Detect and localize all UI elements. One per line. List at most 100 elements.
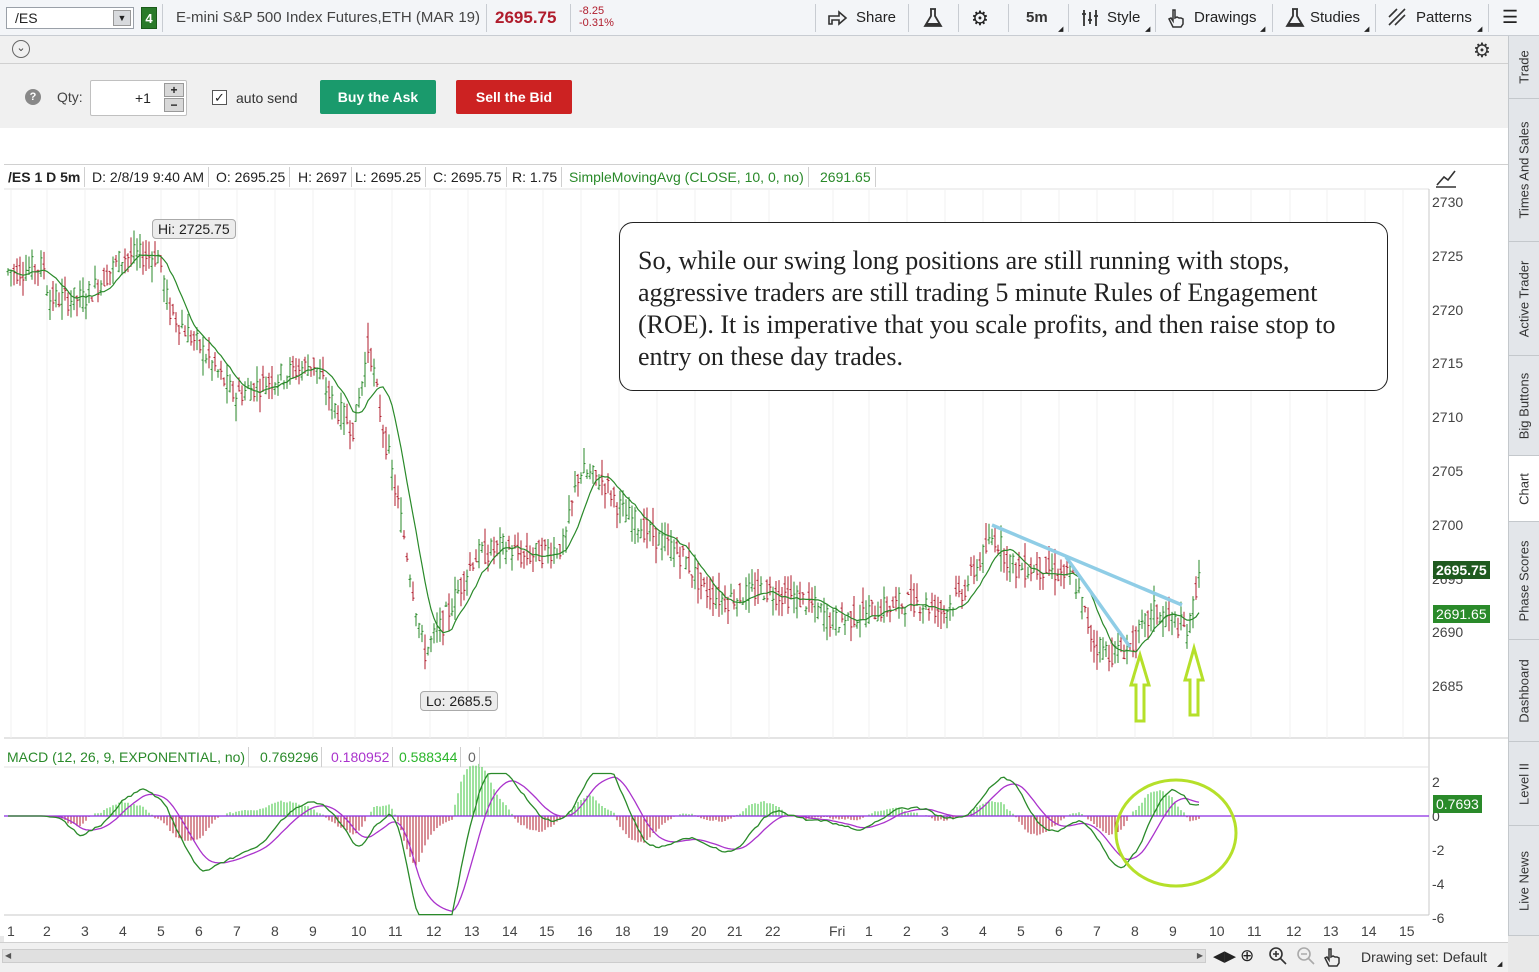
last-price-tag: 2695.75 xyxy=(1433,561,1490,579)
time-tick-label: 10 xyxy=(351,923,367,939)
crosshair-icon[interactable]: ⊕ xyxy=(1240,946,1255,965)
expand-horizontal-icon[interactable]: ◀▶ xyxy=(1213,948,1237,965)
tab-level-ii[interactable]: Level II xyxy=(1509,742,1539,826)
sell-the-bid-button[interactable]: Sell the Bid xyxy=(456,80,572,114)
time-tick-label: 6 xyxy=(1055,923,1063,939)
patterns-button[interactable]: Patterns xyxy=(1387,7,1472,32)
auto-send-label: auto send xyxy=(236,90,298,106)
share-button[interactable]: Share xyxy=(826,8,896,31)
time-tick-label: 20 xyxy=(691,923,707,939)
scroll-left-icon[interactable]: ◀ xyxy=(5,951,12,960)
macd-tick-label: -6 xyxy=(1432,910,1445,926)
dropdown-corner-icon: ◢ xyxy=(1497,961,1503,968)
tab-trade[interactable]: Trade xyxy=(1509,36,1539,99)
price-tick-label: 2710 xyxy=(1432,409,1464,426)
tab-active-trader[interactable]: Active Trader xyxy=(1509,242,1539,356)
time-tick-label: 21 xyxy=(727,923,743,939)
zoom-out-icon[interactable] xyxy=(1296,946,1316,969)
time-tick-label: 12 xyxy=(426,923,442,939)
tab-phase-scores[interactable]: Phase Scores xyxy=(1509,522,1539,640)
price-tick-label: 2700 xyxy=(1432,516,1464,533)
time-tick-label: 15 xyxy=(539,923,555,939)
tab-dashboard[interactable]: Dashboard xyxy=(1509,640,1539,742)
macd-line xyxy=(8,772,1200,916)
divider xyxy=(1375,4,1376,32)
horizontal-scrollbar[interactable]: ◀ ▶ xyxy=(2,949,1206,963)
gear-icon[interactable]: ⚙ xyxy=(1473,40,1491,62)
menu-list-icon[interactable]: ☰ xyxy=(1502,7,1519,27)
pan-hand-icon[interactable] xyxy=(1322,946,1342,971)
macd-tick-label: 2 xyxy=(1432,774,1440,790)
last-price: 2695.75 xyxy=(495,8,557,27)
time-tick-label: 8 xyxy=(1131,923,1139,939)
order-bar: ? Qty: +1 + − ✓ auto send Buy the Ask Se… xyxy=(0,64,1508,128)
qty-value: +1 xyxy=(135,90,151,106)
time-tick-label: Fri xyxy=(829,923,846,939)
annotation-textbox[interactable]: So, while our swing long positions are s… xyxy=(619,222,1388,391)
price-tick-label: 2730 xyxy=(1432,194,1464,210)
scroll-right-icon[interactable]: ▶ xyxy=(1196,951,1203,960)
macd-value: 0.769296 xyxy=(257,747,323,767)
chevron-down-icon[interactable]: ▼ xyxy=(113,10,131,26)
tab-live-news[interactable]: Live News xyxy=(1509,826,1539,936)
symbol-text: /ES xyxy=(15,10,38,26)
timeframe-button[interactable]: 5m xyxy=(1026,9,1048,26)
gear-icon[interactable]: ⚙ xyxy=(971,8,989,30)
divider xyxy=(908,4,909,32)
buy-the-ask-button[interactable]: Buy the Ask xyxy=(320,80,436,114)
time-tick-label: 16 xyxy=(577,923,593,939)
time-tick-label: 13 xyxy=(464,923,480,939)
style-icon xyxy=(1082,10,1098,26)
divider xyxy=(1068,4,1069,32)
sma-price-tag: 2691.65 xyxy=(1433,605,1490,623)
increment-button[interactable]: + xyxy=(164,83,184,97)
time-tick-label: 2 xyxy=(43,923,51,939)
time-tick-label: 15 xyxy=(1399,923,1415,939)
instrument-description: E-mini S&P 500 Index Futures,ETH (MAR 19… xyxy=(176,9,480,26)
zoom-in-icon[interactable] xyxy=(1268,946,1288,969)
low-label: Lo: 2685.5 xyxy=(420,691,499,711)
macd-tick-label: 0 xyxy=(1432,808,1440,824)
time-tick-label: 4 xyxy=(979,923,987,939)
drawing-set-label[interactable]: Drawing set: Default xyxy=(1361,949,1488,965)
status-bar: ◀ ▶ ◀▶ ⊕ Drawing set: Default ◢ xyxy=(0,942,1508,972)
time-tick-label: 3 xyxy=(81,923,89,939)
price-tick-label: 2715 xyxy=(1432,355,1464,372)
dropdown-corner-icon: ◢ xyxy=(1477,26,1483,33)
time-tick-label: 1 xyxy=(7,923,15,939)
time-tick-label: 3 xyxy=(941,923,949,939)
time-tick-label: 19 xyxy=(653,923,669,939)
time-tick-label: 7 xyxy=(233,923,241,939)
chart-area[interactable]: /ES 1 D 5m D: 2/8/19 9:40 AM O: 2695.25 … xyxy=(4,164,1508,942)
patterns-icon xyxy=(1388,8,1406,26)
help-icon[interactable]: ? xyxy=(25,89,41,105)
price-tick-label: 2685 xyxy=(1432,678,1464,695)
chart-style-icon[interactable] xyxy=(1434,167,1458,192)
time-tick-label: 8 xyxy=(271,923,279,939)
price-tick-label: 2705 xyxy=(1432,463,1464,479)
dropdown-corner-icon: ◢ xyxy=(1145,26,1151,33)
flask-button[interactable] xyxy=(922,7,944,32)
chart-toolbar: /ES ▼ 4 E-mini S&P 500 Index Futures,ETH… xyxy=(0,0,1539,36)
panel-header: ⌄ ⚙ xyxy=(0,36,1508,64)
trendline-lower[interactable] xyxy=(1064,555,1132,649)
study-value: 2691.65 xyxy=(816,167,876,187)
time-tick-label: 10 xyxy=(1209,923,1225,939)
quantity-stepper[interactable]: +1 + − xyxy=(90,80,187,116)
right-sidebar: Trade Times And Sales Active Trader Big … xyxy=(1508,36,1539,936)
link-group-badge[interactable]: 4 xyxy=(141,7,157,29)
decrement-button[interactable]: − xyxy=(164,98,184,112)
chart-panel: ⌄ ⚙ ? Qty: +1 + − ✓ auto send Buy the As… xyxy=(0,36,1508,972)
tab-chart[interactable]: Chart xyxy=(1509,456,1539,522)
studies-button[interactable]: Studies xyxy=(1284,7,1360,32)
time-tick-label: 13 xyxy=(1323,923,1339,939)
macd-label: MACD (12, 26, 9, EXPONENTIAL, no) xyxy=(4,747,250,767)
symbol-input[interactable]: /ES ▼ xyxy=(6,7,134,29)
style-button[interactable]: Style xyxy=(1080,8,1140,31)
collapse-icon[interactable]: ⌄ xyxy=(12,40,30,58)
auto-send-checkbox[interactable]: ✓ xyxy=(212,90,227,105)
tab-big-buttons[interactable]: Big Buttons xyxy=(1509,356,1539,456)
trendline-upper[interactable] xyxy=(991,523,1183,607)
drawings-button[interactable]: Drawings xyxy=(1165,7,1257,32)
tab-times-and-sales[interactable]: Times And Sales xyxy=(1509,99,1539,242)
